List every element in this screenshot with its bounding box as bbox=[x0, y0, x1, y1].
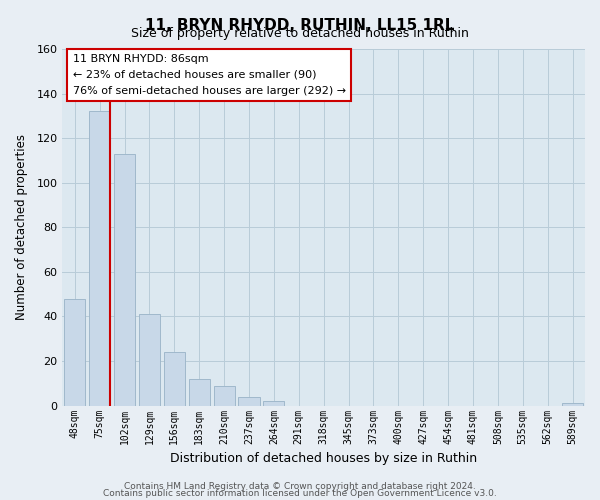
Bar bbox=[139, 314, 160, 406]
Bar bbox=[562, 404, 583, 406]
X-axis label: Distribution of detached houses by size in Ruthin: Distribution of detached houses by size … bbox=[170, 452, 477, 465]
Text: 11 BRYN RHYDD: 86sqm
← 23% of detached houses are smaller (90)
76% of semi-detac: 11 BRYN RHYDD: 86sqm ← 23% of detached h… bbox=[73, 54, 346, 96]
Bar bbox=[238, 396, 260, 406]
Bar bbox=[164, 352, 185, 406]
Bar bbox=[188, 379, 210, 406]
Text: Contains HM Land Registry data © Crown copyright and database right 2024.: Contains HM Land Registry data © Crown c… bbox=[124, 482, 476, 491]
Bar bbox=[263, 401, 284, 406]
Text: 11, BRYN RHYDD, RUTHIN, LL15 1RL: 11, BRYN RHYDD, RUTHIN, LL15 1RL bbox=[145, 18, 455, 32]
Text: Contains public sector information licensed under the Open Government Licence v3: Contains public sector information licen… bbox=[103, 490, 497, 498]
Bar bbox=[64, 298, 85, 406]
Y-axis label: Number of detached properties: Number of detached properties bbox=[15, 134, 28, 320]
Text: Size of property relative to detached houses in Ruthin: Size of property relative to detached ho… bbox=[131, 28, 469, 40]
Bar bbox=[214, 386, 235, 406]
Bar bbox=[89, 112, 110, 406]
Bar bbox=[114, 154, 135, 406]
